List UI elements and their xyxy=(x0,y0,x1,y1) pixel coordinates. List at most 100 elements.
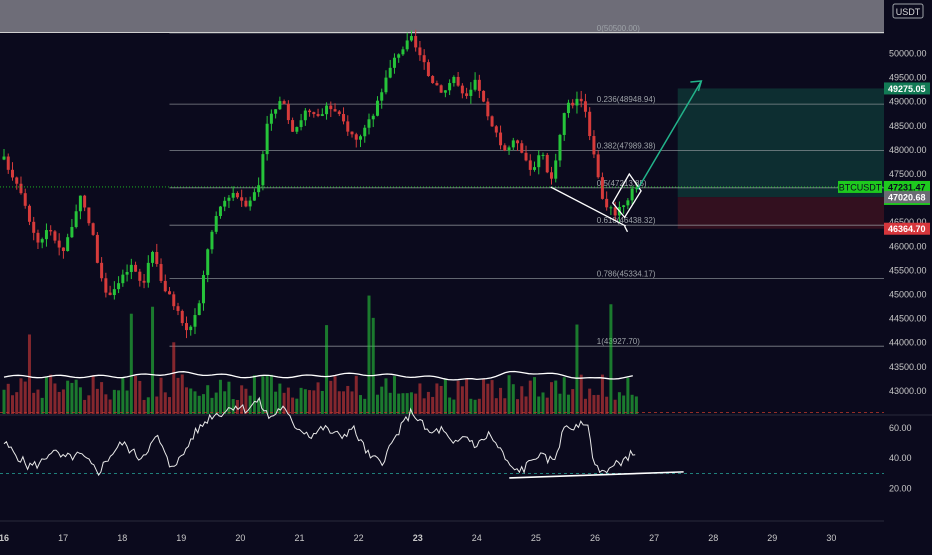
candle-body[interactable] xyxy=(189,326,193,331)
candle-body[interactable] xyxy=(23,193,27,206)
candle-body[interactable] xyxy=(482,90,486,102)
candle-body[interactable] xyxy=(15,177,19,184)
candle-body[interactable] xyxy=(507,147,511,151)
candle-body[interactable] xyxy=(511,140,515,148)
candle-body[interactable] xyxy=(630,188,634,201)
candle-body[interactable] xyxy=(78,195,82,212)
candle-body[interactable] xyxy=(541,154,545,156)
candle-body[interactable] xyxy=(231,192,235,198)
candle-body[interactable] xyxy=(66,237,70,252)
candle-body[interactable] xyxy=(257,185,261,193)
wedge-trendline[interactable] xyxy=(550,186,627,227)
rsi-line[interactable] xyxy=(3,396,636,477)
candle-body[interactable] xyxy=(490,116,494,127)
candle-body[interactable] xyxy=(579,98,583,102)
candle-body[interactable] xyxy=(562,113,566,135)
candle-body[interactable] xyxy=(600,177,604,199)
candle-body[interactable] xyxy=(320,114,324,116)
candle-body[interactable] xyxy=(197,303,201,316)
candle-body[interactable] xyxy=(401,49,405,55)
candle-body[interactable] xyxy=(371,115,375,120)
candle-body[interactable] xyxy=(605,198,609,208)
candle-body[interactable] xyxy=(44,230,48,240)
candle-body[interactable] xyxy=(91,223,95,235)
candle-body[interactable] xyxy=(380,92,384,101)
candle-body[interactable] xyxy=(176,306,180,311)
candle-body[interactable] xyxy=(537,155,541,168)
candle-body[interactable] xyxy=(325,105,329,115)
candle-body[interactable] xyxy=(409,36,413,41)
candle-body[interactable] xyxy=(397,54,401,58)
candle-body[interactable] xyxy=(61,247,65,252)
candle-body[interactable] xyxy=(57,240,61,248)
candle-body[interactable] xyxy=(235,192,239,198)
candle-body[interactable] xyxy=(151,251,155,263)
candle-body[interactable] xyxy=(426,62,430,77)
candle-body[interactable] xyxy=(10,169,14,178)
candle-body[interactable] xyxy=(571,102,575,106)
candle-body[interactable] xyxy=(363,127,367,137)
candle-body[interactable] xyxy=(592,136,596,155)
candle-body[interactable] xyxy=(588,111,592,137)
candle-body[interactable] xyxy=(575,98,579,106)
candle-body[interactable] xyxy=(333,109,337,112)
candle-body[interactable] xyxy=(337,111,341,115)
candle-body[interactable] xyxy=(473,79,477,90)
candle-body[interactable] xyxy=(100,262,104,279)
candle-body[interactable] xyxy=(312,112,316,115)
candle-body[interactable] xyxy=(155,251,159,265)
candle-body[interactable] xyxy=(291,120,295,132)
candle-body[interactable] xyxy=(261,154,265,186)
candle-body[interactable] xyxy=(95,234,99,263)
candle-body[interactable] xyxy=(108,292,112,296)
candle-body[interactable] xyxy=(274,109,278,114)
candle-body[interactable] xyxy=(223,200,227,207)
candle-body[interactable] xyxy=(32,221,36,233)
candle-body[interactable] xyxy=(2,156,6,160)
candle-body[interactable] xyxy=(146,262,150,283)
candle-body[interactable] xyxy=(456,76,460,86)
candle-body[interactable] xyxy=(375,100,379,116)
candle-body[interactable] xyxy=(405,40,409,50)
candle-body[interactable] xyxy=(210,231,214,250)
candle-body[interactable] xyxy=(549,172,553,179)
candle-body[interactable] xyxy=(168,291,172,295)
candle-body[interactable] xyxy=(448,83,452,91)
candle-body[interactable] xyxy=(282,101,286,104)
candle-body[interactable] xyxy=(414,36,418,48)
candle-body[interactable] xyxy=(40,239,44,243)
candle-body[interactable] xyxy=(346,121,350,132)
candle-body[interactable] xyxy=(609,207,613,209)
candle-body[interactable] xyxy=(6,156,10,170)
candle-body[interactable] xyxy=(354,134,358,140)
candle-body[interactable] xyxy=(70,226,74,238)
candle-body[interactable] xyxy=(227,197,231,201)
wedge-trendline-tail[interactable] xyxy=(623,225,629,233)
candle-body[interactable] xyxy=(418,47,422,56)
candle-body[interactable] xyxy=(392,57,396,68)
candle-body[interactable] xyxy=(486,101,490,117)
candle-body[interactable] xyxy=(384,77,388,93)
candle-body[interactable] xyxy=(558,134,562,161)
candle-body[interactable] xyxy=(520,143,524,153)
candle-body[interactable] xyxy=(431,76,435,84)
projection-arrow-line[interactable] xyxy=(636,80,703,190)
currency-badge[interactable]: USDT xyxy=(892,3,924,19)
candle-body[interactable] xyxy=(83,195,87,208)
candle-body[interactable] xyxy=(117,283,121,290)
candle-body[interactable] xyxy=(214,216,218,232)
candle-body[interactable] xyxy=(308,110,312,113)
candle-body[interactable] xyxy=(180,310,184,324)
candle-body[interactable] xyxy=(388,67,392,78)
candle-body[interactable] xyxy=(248,200,252,207)
candle-body[interactable] xyxy=(316,114,320,116)
candle-body[interactable] xyxy=(439,85,443,93)
candle-body[interactable] xyxy=(359,136,363,140)
candle-body[interactable] xyxy=(613,207,617,216)
candle-body[interactable] xyxy=(524,152,528,161)
candle-body[interactable] xyxy=(435,83,439,86)
candle-body[interactable] xyxy=(265,123,269,155)
candle-body[interactable] xyxy=(295,127,299,132)
candle-body[interactable] xyxy=(74,211,78,227)
